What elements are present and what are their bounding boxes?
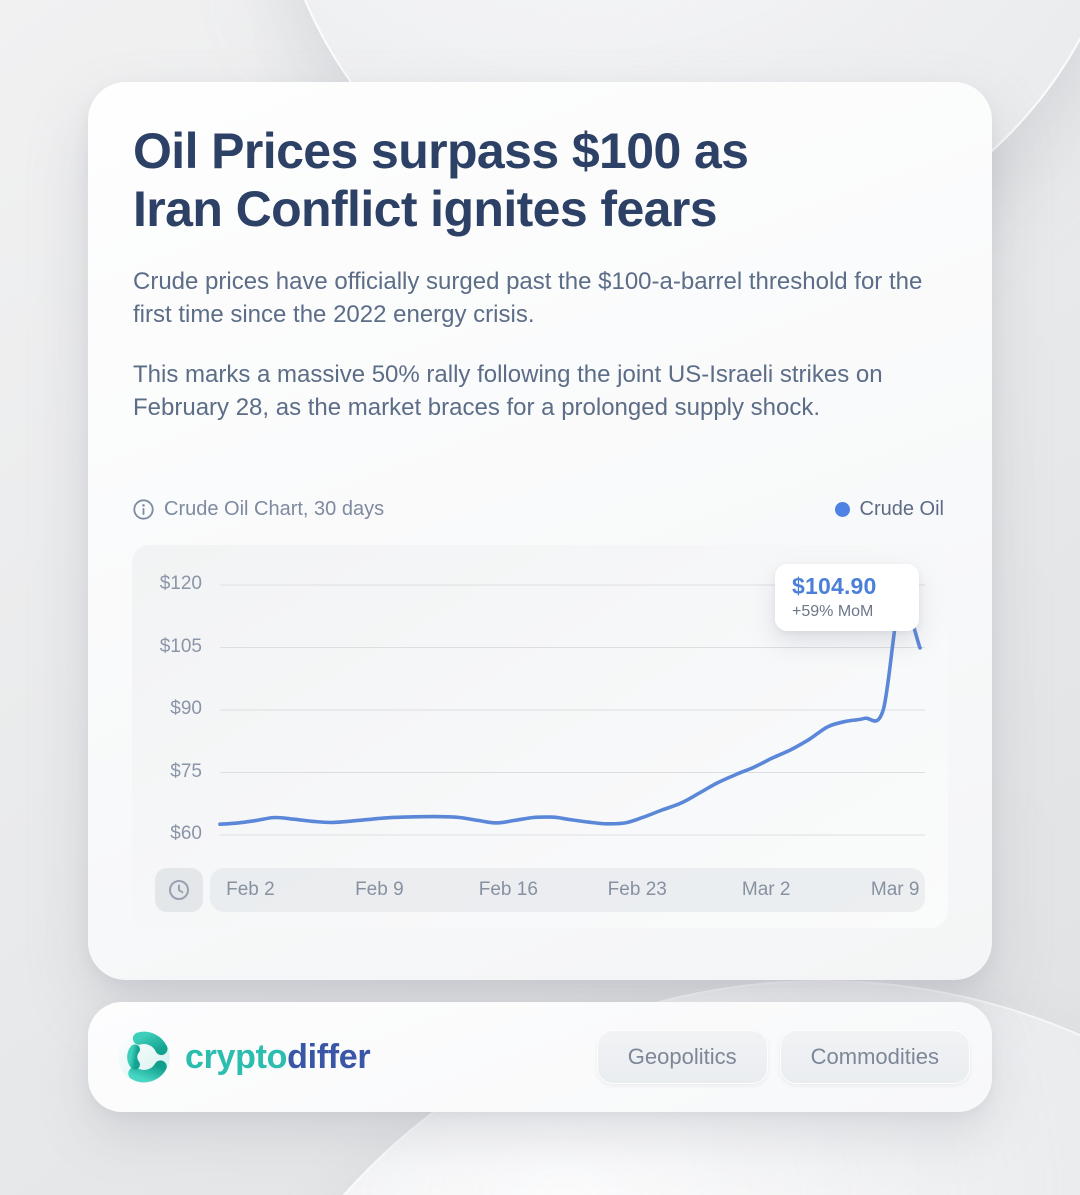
- y-axis-label: $90: [170, 698, 202, 719]
- headline-line-2: Iran Conflict ignites fears: [133, 181, 718, 237]
- x-axis-bar: Feb 2 Feb 9 Feb 16 Feb 23 Mar 2 Mar 9: [132, 868, 948, 912]
- tag-list: Geopolitics Commodities: [596, 1030, 970, 1084]
- legend-crude-oil[interactable]: Crude Oil: [834, 497, 944, 521]
- cryptodiffer-wordmark: cryptodiffer: [185, 1037, 371, 1077]
- chart-plot: [218, 584, 925, 836]
- x-axis-label: Feb 16: [478, 879, 538, 900]
- x-axis-label: Feb 2: [226, 879, 275, 900]
- chart-tooltip: $104.90 +59% MoM: [775, 564, 919, 631]
- paragraph-1: Crude prices have officially surged past…: [133, 268, 923, 328]
- y-axis-label: $60: [170, 823, 202, 844]
- cryptodiffer-logo-icon: [118, 1031, 170, 1083]
- x-axis-label: Feb 23: [607, 879, 667, 900]
- price-line: [218, 597, 922, 826]
- tooltip-price: $104.90: [792, 573, 877, 599]
- x-axis-label: Mar 9: [870, 879, 920, 900]
- chart-header: Crude Oil Chart, 30 days Crude Oil: [133, 495, 944, 523]
- y-axis-label: $75: [170, 760, 202, 782]
- x-axis-labels: Feb 2 Feb 9 Feb 16 Feb 23 Mar 2 Mar 9: [210, 868, 925, 912]
- wordmark-crypto: crypto: [185, 1037, 288, 1076]
- info-icon: [133, 498, 154, 520]
- tag-geopolitics[interactable]: Geopolitics: [596, 1030, 768, 1084]
- y-axis-label: $105: [159, 635, 202, 657]
- x-axis-label: Mar 2: [741, 879, 791, 900]
- news-card: Oil Prices surpass $100 as Iran Conflict…: [88, 82, 992, 980]
- y-axis-label: $120: [159, 573, 202, 594]
- legend-dot-icon: [834, 501, 850, 517]
- time-range-button[interactable]: [155, 868, 203, 912]
- y-axis: $120 $105 $90 $75 $60: [132, 545, 210, 928]
- tooltip-change: +59% MoM: [792, 603, 874, 620]
- footer-bar: cryptodiffer Geopolitics Commodities: [88, 1002, 992, 1112]
- headline: Oil Prices surpass $100 as Iran Conflict…: [133, 122, 749, 238]
- crude-oil-chart: $120 $105 $90 $75 $60 $104.90 +59% MoM Feb 2…: [132, 545, 948, 928]
- chart-title-group: Crude Oil Chart, 30 days: [133, 498, 384, 521]
- headline-line-1: Oil Prices surpass $100 as: [133, 123, 749, 179]
- cryptodiffer-logo: cryptodiffer: [117, 1030, 371, 1084]
- paragraph-2: This marks a massive 50% rally following…: [133, 361, 883, 421]
- chart-title: Crude Oil Chart, 30 days: [164, 497, 385, 520]
- tag-commodities[interactable]: Commodities: [779, 1030, 970, 1084]
- x-axis-label: Feb 9: [355, 879, 404, 900]
- legend-label: Crude Oil: [859, 497, 944, 520]
- clock-icon: [169, 880, 189, 900]
- wordmark-differ: differ: [287, 1037, 371, 1076]
